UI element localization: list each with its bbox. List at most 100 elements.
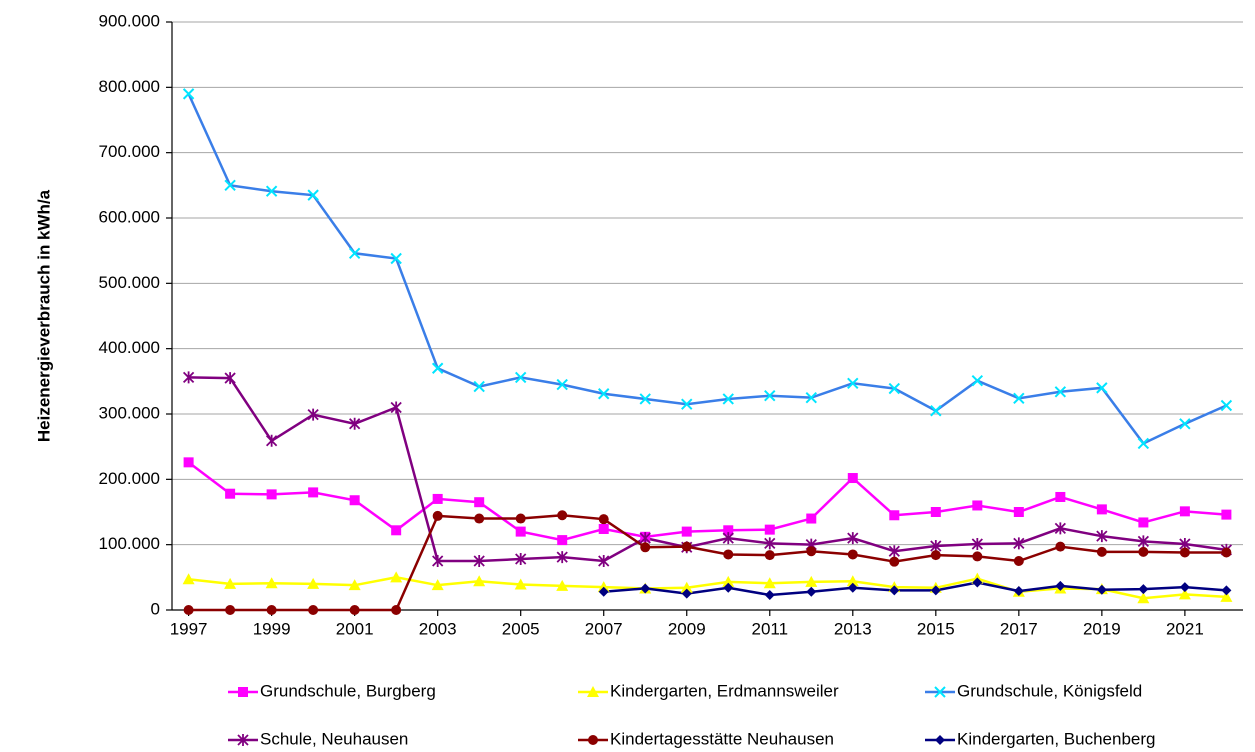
marker — [681, 541, 692, 552]
marker — [556, 551, 568, 564]
y-tick-label: 500.000 — [99, 273, 160, 292]
marker — [1137, 592, 1150, 604]
marker — [1013, 537, 1025, 550]
series-line — [188, 576, 1227, 600]
marker — [1096, 530, 1108, 543]
marker — [598, 586, 609, 597]
marker — [307, 189, 319, 201]
marker — [265, 434, 278, 447]
marker — [1179, 418, 1191, 430]
marker — [681, 398, 693, 410]
marker — [182, 573, 195, 585]
marker — [473, 555, 485, 567]
marker — [515, 526, 526, 537]
marker — [930, 550, 941, 561]
marker — [971, 538, 983, 551]
marker — [349, 495, 360, 506]
marker — [722, 393, 734, 405]
marker — [972, 577, 983, 588]
marker — [349, 417, 361, 430]
marker — [722, 575, 735, 587]
x-tick-label: 1997 — [170, 619, 208, 638]
marker — [764, 589, 775, 600]
marker — [1054, 522, 1066, 535]
marker — [640, 542, 651, 553]
legend-label: Grundschule, Burgberg — [260, 681, 436, 700]
series-line — [188, 376, 1227, 563]
marker — [805, 575, 818, 587]
marker — [307, 577, 320, 589]
x-tick-label: 2011 — [751, 619, 788, 638]
marker — [1221, 547, 1232, 558]
marker — [1013, 392, 1025, 405]
marker — [1096, 382, 1108, 394]
marker — [1138, 517, 1149, 528]
marker — [390, 401, 402, 414]
marker — [1179, 547, 1190, 558]
marker — [432, 493, 443, 504]
marker — [972, 551, 983, 562]
marker — [238, 687, 248, 697]
marker — [1220, 590, 1233, 602]
x-tick-label: 2013 — [834, 619, 872, 638]
marker — [1137, 437, 1150, 450]
marker — [588, 735, 598, 745]
marker — [889, 510, 900, 521]
marker — [723, 549, 734, 560]
marker — [846, 575, 859, 587]
marker — [805, 391, 817, 404]
marker — [640, 583, 651, 594]
marker — [888, 382, 901, 395]
marker — [1096, 546, 1107, 557]
marker — [183, 605, 194, 615]
marker — [1096, 504, 1107, 515]
y-tick-label: 800.000 — [99, 77, 160, 96]
marker — [390, 252, 402, 265]
x-tick-label: 2019 — [1083, 619, 1121, 638]
marker — [474, 497, 485, 508]
marker — [1179, 582, 1190, 593]
marker — [266, 489, 277, 500]
marker — [349, 605, 360, 615]
marker — [224, 372, 236, 385]
marker — [1096, 584, 1107, 595]
marker — [806, 546, 817, 557]
marker — [764, 524, 775, 535]
series-line — [187, 461, 1227, 542]
marker — [681, 526, 692, 537]
marker — [390, 571, 403, 583]
marker — [237, 734, 249, 746]
x-tick-label: 2001 — [336, 619, 374, 638]
x-tick-label: 2007 — [585, 619, 623, 638]
marker — [182, 371, 195, 384]
marker — [1138, 546, 1149, 557]
marker — [1055, 580, 1066, 591]
marker — [474, 513, 485, 524]
marker — [680, 581, 693, 593]
marker — [1137, 535, 1150, 548]
marker — [764, 550, 775, 561]
y-axis-label: Heizenergieverbrauch in kWh/a — [34, 189, 53, 442]
y-tick-label: 200.000 — [99, 469, 160, 488]
marker — [888, 545, 900, 558]
y-tick-label: 900.000 — [99, 11, 160, 30]
marker — [764, 389, 776, 402]
marker — [930, 405, 942, 417]
marker — [847, 532, 859, 545]
marker — [806, 586, 817, 597]
marker — [587, 686, 599, 697]
marker — [556, 378, 568, 391]
marker — [598, 523, 609, 534]
legend-item: Schule, Neuhausen — [228, 729, 408, 748]
marker — [515, 553, 527, 566]
x-tick-label: 2009 — [668, 619, 706, 638]
marker — [432, 510, 443, 521]
marker — [723, 582, 734, 593]
marker — [391, 525, 402, 536]
marker — [930, 507, 941, 517]
legend-label: Kindergarten, Erdmannsweiler — [610, 681, 839, 700]
marker — [1220, 399, 1233, 412]
marker — [1013, 556, 1024, 566]
marker — [722, 532, 734, 545]
marker — [431, 362, 444, 374]
